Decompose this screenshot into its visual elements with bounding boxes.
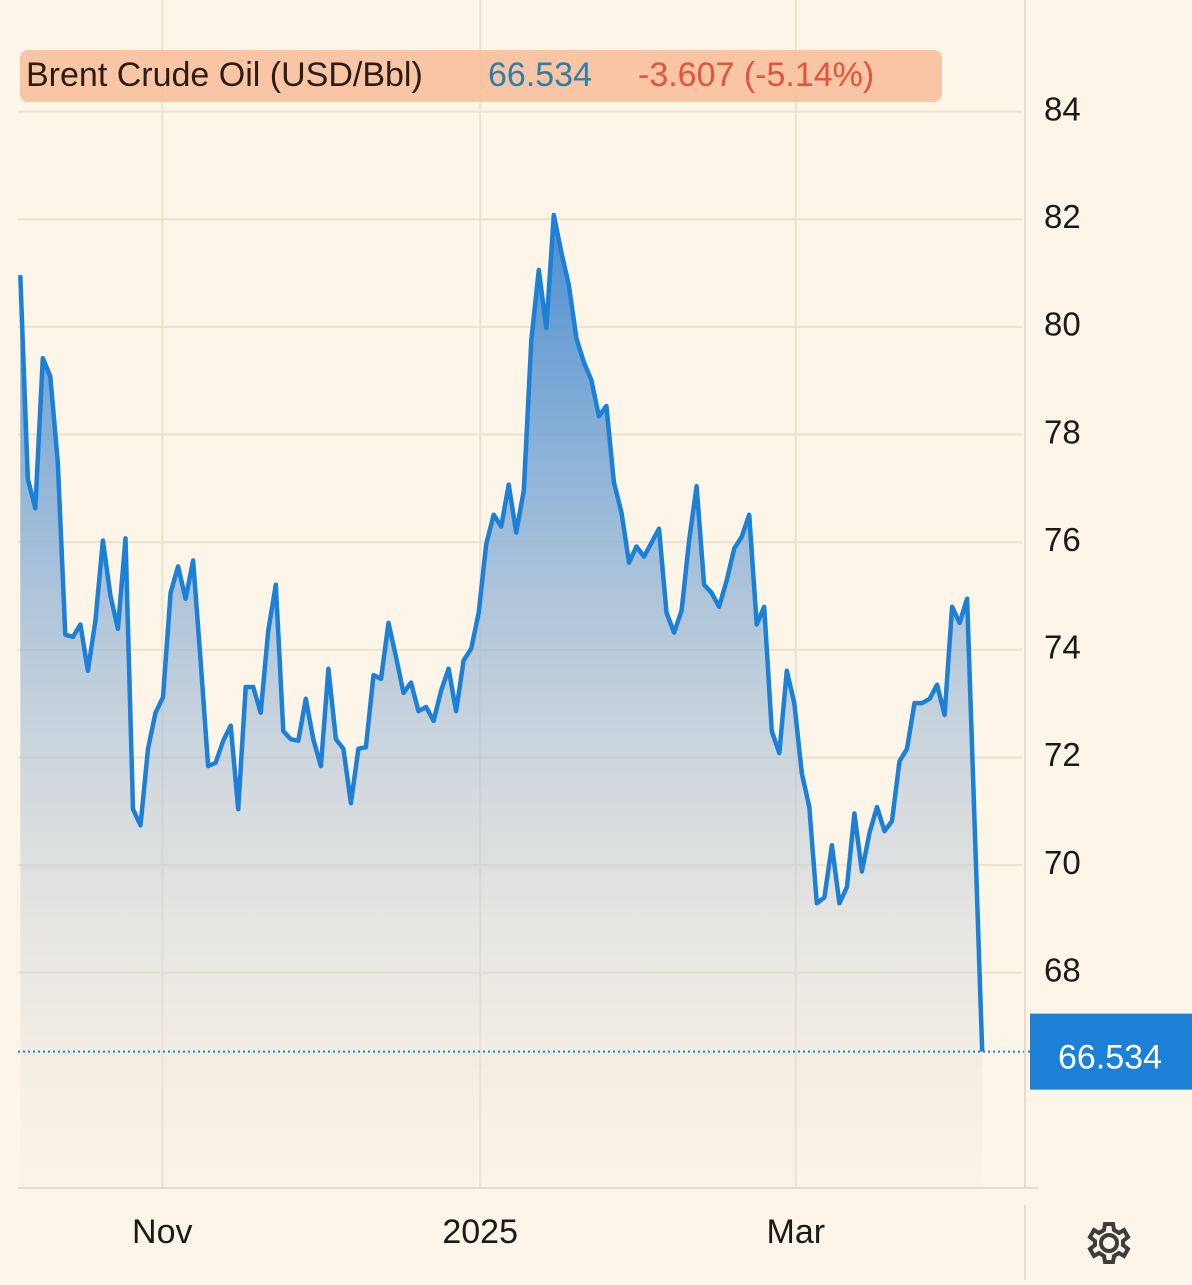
- x-tick-label: 2025: [442, 1213, 518, 1251]
- x-tick-label: Nov: [132, 1213, 192, 1251]
- y-tick-label: 72: [1044, 736, 1081, 773]
- y-tick-label: 70: [1044, 844, 1081, 881]
- last-value-box: [1030, 1013, 1192, 1090]
- legend-box: [20, 50, 942, 102]
- axes: 68 70 72 74 76 78 80 82 84 Nov 2025 Mar 66.534: [132, 90, 1192, 1251]
- y-tick-label: 78: [1044, 413, 1081, 450]
- y-tick-label: 76: [1044, 521, 1081, 558]
- area: [20, 215, 983, 1188]
- last-value-label: 66.534: [1058, 1039, 1162, 1077]
- y-tick-label: 84: [1044, 90, 1081, 127]
- legend-change: -3.607 (-5.14%): [638, 56, 874, 94]
- y-tick-label: 74: [1044, 629, 1081, 666]
- legend-value: 66.534: [488, 56, 592, 94]
- plot: [18, 212, 1030, 1188]
- legend-title: Brent Crude Oil (USD/Bbl): [26, 56, 423, 94]
- y-tick-label: 82: [1044, 198, 1081, 235]
- y-tick-label: 68: [1044, 951, 1081, 988]
- settings-icon[interactable]: [1087, 1222, 1131, 1264]
- line: [18, 212, 985, 1052]
- x-tick-label: Mar: [767, 1213, 826, 1251]
- y-tick-label: 80: [1044, 306, 1081, 343]
